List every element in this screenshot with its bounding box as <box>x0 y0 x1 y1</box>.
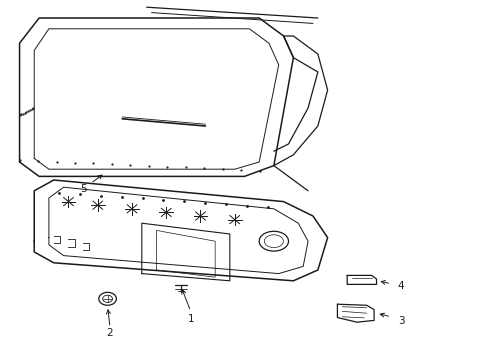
Text: 2: 2 <box>106 328 113 338</box>
Text: 3: 3 <box>397 316 404 326</box>
Text: 1: 1 <box>187 314 194 324</box>
Text: 5: 5 <box>80 184 86 194</box>
Text: 4: 4 <box>397 281 404 291</box>
